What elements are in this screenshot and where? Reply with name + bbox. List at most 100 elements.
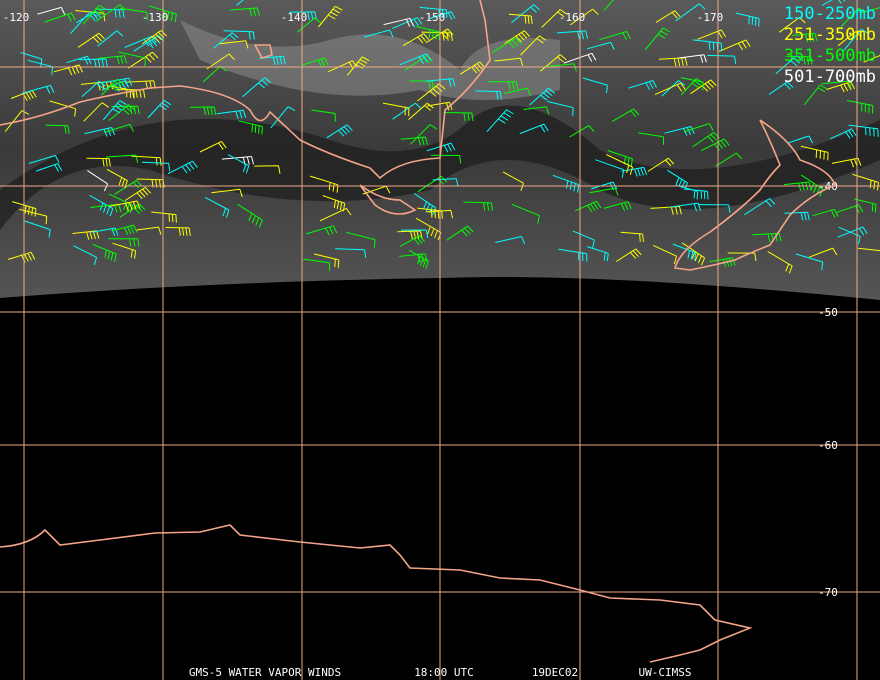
wind-barb bbox=[363, 29, 394, 38]
wind-barb bbox=[100, 77, 133, 87]
wind-barb bbox=[701, 138, 730, 152]
antarctica-coast bbox=[0, 524, 753, 663]
wind-barb bbox=[112, 242, 137, 259]
wind-barb bbox=[430, 154, 462, 164]
wind-barb bbox=[103, 123, 134, 133]
wind-barb bbox=[675, 3, 706, 22]
wind-barb bbox=[854, 198, 877, 213]
latitude-label: -60 bbox=[818, 439, 838, 452]
wind-barb bbox=[70, 11, 98, 34]
wind-barb bbox=[586, 246, 609, 262]
wind-barb bbox=[83, 102, 109, 122]
longitude-label: -170 bbox=[697, 11, 724, 24]
wind-barb bbox=[101, 78, 124, 96]
wind-barb bbox=[848, 124, 879, 137]
wind-barb bbox=[400, 229, 429, 238]
wind-barb bbox=[136, 178, 165, 188]
wind-barb bbox=[89, 194, 114, 217]
wind-barb bbox=[236, 0, 244, 6]
wind-barb bbox=[417, 83, 446, 102]
wind-barb bbox=[95, 4, 126, 22]
latitude-label: -70 bbox=[818, 586, 838, 599]
wind-barb bbox=[552, 174, 580, 193]
wind-barb bbox=[775, 55, 804, 75]
wind-barb bbox=[563, 52, 597, 64]
wind-barb bbox=[842, 28, 869, 52]
wind-barb bbox=[821, 80, 852, 89]
island-coast bbox=[253, 44, 273, 59]
wind-barb bbox=[382, 102, 410, 117]
wind-barb bbox=[683, 123, 714, 133]
wind-barb bbox=[502, 171, 524, 191]
wind-barb bbox=[621, 166, 648, 177]
wind-barb bbox=[399, 53, 432, 66]
wind-barb bbox=[778, 16, 806, 33]
wind-barb bbox=[678, 54, 707, 63]
wind-barb bbox=[475, 90, 502, 100]
wind-barb bbox=[326, 124, 353, 139]
wind-barb bbox=[523, 106, 550, 115]
wind-barb bbox=[111, 224, 138, 236]
wind-barb bbox=[238, 120, 263, 135]
wind-barb bbox=[603, 0, 614, 11]
wind-barb bbox=[204, 196, 230, 218]
wind-barb bbox=[809, 247, 838, 258]
wind-barb bbox=[620, 231, 644, 243]
wind-barb bbox=[426, 142, 456, 153]
wind-barb bbox=[94, 8, 125, 18]
wind-barb bbox=[511, 203, 540, 224]
wind-barb bbox=[491, 37, 522, 54]
wind-barb bbox=[383, 17, 414, 27]
wind-barb bbox=[309, 175, 339, 193]
wind-barb bbox=[574, 200, 602, 213]
wind-barb bbox=[669, 202, 701, 212]
longitude-label: -130 bbox=[142, 11, 169, 24]
wind-barb bbox=[125, 80, 156, 90]
wind-barb bbox=[92, 227, 119, 237]
wind-barb bbox=[44, 12, 76, 23]
wind-barb bbox=[697, 29, 726, 40]
wind-barb bbox=[28, 155, 60, 164]
wind-barb bbox=[45, 124, 70, 134]
wind-barb bbox=[90, 203, 122, 213]
wind-barb bbox=[768, 81, 794, 96]
wind-barb bbox=[118, 51, 146, 67]
wind-barb bbox=[108, 85, 135, 99]
wind-barb bbox=[219, 40, 249, 49]
wind-barb bbox=[767, 251, 793, 274]
wind-barb bbox=[595, 159, 625, 178]
wind-barb bbox=[650, 206, 682, 215]
legend-entry: 351-500mb bbox=[784, 46, 876, 66]
wind-barb bbox=[136, 226, 162, 235]
wind-barb bbox=[752, 232, 782, 242]
wind-barb bbox=[237, 203, 263, 228]
wind-barb bbox=[425, 28, 454, 44]
longitude-label: -120 bbox=[3, 11, 30, 24]
wind-barb bbox=[346, 56, 370, 76]
wind-barb bbox=[400, 136, 428, 146]
wind-barb bbox=[109, 200, 141, 211]
wind-barb bbox=[638, 132, 664, 145]
wind-barb bbox=[4, 110, 30, 133]
wind-barb bbox=[410, 124, 437, 145]
wind-barb bbox=[37, 6, 66, 15]
wind-barb bbox=[616, 248, 642, 262]
wind-barb bbox=[82, 4, 107, 25]
wind-barb bbox=[446, 225, 474, 241]
wind-barb bbox=[392, 17, 423, 29]
wind-barb bbox=[399, 253, 428, 263]
wind-barb bbox=[301, 57, 329, 68]
wind-barb bbox=[311, 109, 336, 122]
legend-entry: 251-350mb bbox=[784, 25, 876, 45]
wind-barb bbox=[303, 258, 331, 271]
wind-barb bbox=[397, 230, 423, 240]
wind-barb bbox=[79, 58, 108, 68]
wind-barb bbox=[680, 77, 704, 91]
wind-barb bbox=[812, 208, 839, 218]
wind-barb bbox=[119, 203, 146, 218]
wind-barb bbox=[857, 247, 880, 252]
wind-barb bbox=[221, 156, 254, 166]
latitude-label: -50 bbox=[818, 306, 838, 319]
wind-barb bbox=[151, 211, 177, 223]
